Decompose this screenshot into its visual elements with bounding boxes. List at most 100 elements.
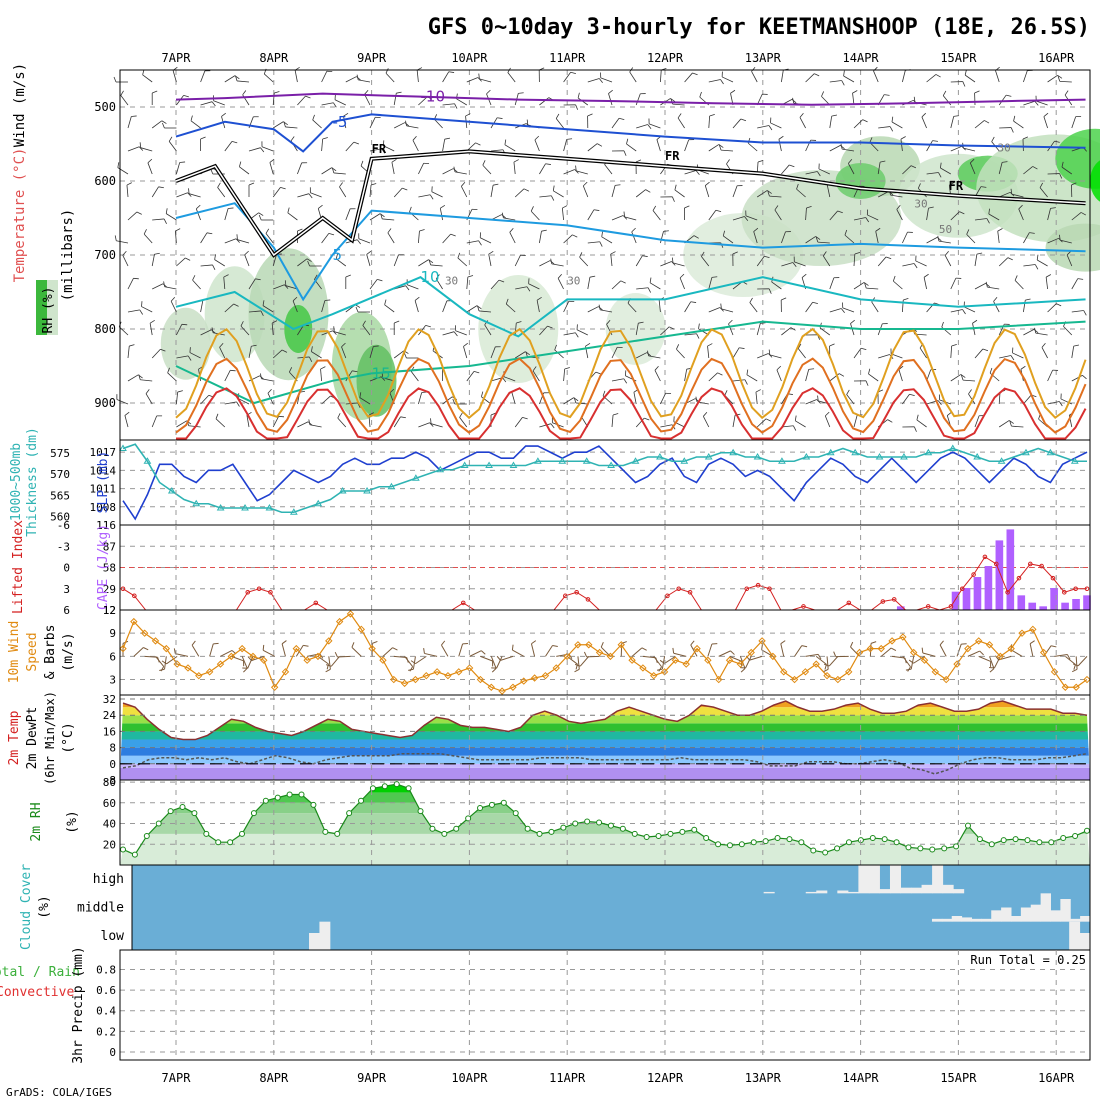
- surface-wind-shaft: [480, 655, 493, 662]
- lifted-index-marker: [132, 593, 137, 599]
- wind-barb-flag: [400, 416, 406, 419]
- lifted-index-marker: [1073, 586, 1078, 592]
- surface-wind-flag: [730, 650, 735, 655]
- surface-wind-flag: [1029, 640, 1035, 645]
- rh-marker: [500, 799, 507, 806]
- wind-barb-flag: [240, 321, 244, 327]
- wind-barb-shaft: [442, 103, 455, 106]
- wind-barb-shaft: [751, 71, 758, 83]
- surface-wind-shaft: [749, 655, 763, 661]
- wind-barb-flag: [409, 206, 412, 213]
- wind-tick-label: 9: [109, 627, 116, 640]
- ylabel-group: (millibars): [60, 209, 76, 302]
- surface-wind-flag: [491, 667, 497, 669]
- wind-barb: [369, 345, 379, 359]
- wind-barb-flag: [982, 348, 989, 352]
- wind-barb: [815, 236, 830, 244]
- wind-speed-marker: [552, 664, 560, 672]
- slp-tick-label: 1008: [90, 501, 117, 514]
- temperature-contour: [175, 113, 1086, 153]
- cloud-cover-cell: [941, 918, 953, 922]
- wind-barb-flag: [465, 113, 471, 117]
- wind-barb: [418, 162, 430, 175]
- surface-wind-shaft: [707, 643, 713, 657]
- wind-barb-flag: [698, 323, 700, 329]
- wind-barb-shaft: [656, 139, 661, 152]
- wind-barb-shaft: [826, 185, 831, 198]
- wind-barb-flag: [163, 218, 167, 224]
- wind-barb: [926, 172, 942, 178]
- wind-barb-flag: [843, 70, 845, 77]
- wind-barb-shaft: [192, 279, 201, 290]
- wind-barb-shaft: [455, 330, 467, 336]
- wind-barb-shaft: [926, 172, 939, 175]
- surface-wind-shaft: [155, 656, 165, 667]
- wind-barb-flag: [846, 389, 850, 395]
- wind-barb-shaft: [145, 393, 153, 405]
- wind-barb-flag: [593, 209, 600, 211]
- wind-barb: [466, 371, 480, 382]
- wind-barb: [829, 114, 838, 129]
- wind-barb-flag: [168, 136, 173, 142]
- wind-barb-shaft: [950, 374, 962, 382]
- wind-barb-shaft: [213, 100, 225, 106]
- wind-barb-flag: [671, 257, 674, 263]
- wind-barb: [974, 120, 990, 129]
- rh-shade-region: [605, 293, 666, 365]
- wind-barb-flag: [864, 282, 867, 289]
- wind-barb-shaft: [321, 330, 333, 336]
- wind-barb-flag: [564, 367, 570, 370]
- wind-barb: [950, 81, 966, 87]
- wind-barb-shaft: [878, 354, 890, 359]
- wind-barb: [676, 344, 685, 359]
- wind-barb-flag: [608, 89, 613, 94]
- wind-barb-flag: [528, 278, 530, 284]
- wind-barb-flag: [676, 344, 680, 350]
- wind-barb: [224, 401, 240, 407]
- wind-barb-flag: [477, 305, 480, 312]
- rh-marker: [941, 845, 948, 852]
- wind-barb-shaft: [974, 120, 985, 129]
- rh-marker: [262, 797, 269, 804]
- wind-barb: [555, 113, 564, 129]
- wind-barb-flag: [187, 192, 192, 197]
- wind-barb-shaft: [385, 72, 395, 83]
- wind-barb-shaft: [871, 301, 879, 313]
- wind-barb-flag: [356, 76, 361, 81]
- bottom-day-label: 13APR: [745, 1071, 782, 1085]
- wind-barb-flag: [152, 90, 158, 94]
- wind-barb-flag: [212, 264, 216, 270]
- wind-axis-label-1: 10m Wind: [7, 621, 22, 684]
- wind-barb-shaft: [393, 350, 405, 359]
- rh-marker: [453, 825, 460, 832]
- wind-barb: [170, 296, 177, 313]
- surface-wind-shaft: [1065, 655, 1076, 665]
- wind-barb-shaft: [224, 208, 229, 221]
- wind-barb-shaft: [345, 208, 351, 221]
- wind-barb-shaft: [310, 192, 322, 198]
- cloud-axis-label-group: Cloud Cover: [19, 864, 34, 950]
- wind-barb: [805, 73, 820, 83]
- wind-barb: [563, 300, 575, 313]
- wind-axis-label-1-group: 10m Wind: [7, 621, 22, 684]
- lifted-index-marker: [993, 561, 999, 567]
- surface-wind-barb: [295, 644, 309, 657]
- wind-barb-flag: [311, 346, 313, 352]
- wind-barb-shaft: [627, 302, 637, 313]
- wind-barb: [147, 158, 153, 175]
- wind-barb-flag: [1060, 393, 1062, 399]
- rh-marker: [548, 828, 555, 835]
- wind-barb-flag: [281, 349, 288, 353]
- thickness-marker: [680, 457, 689, 464]
- wind-barb: [999, 127, 1014, 133]
- wind-barb-shaft: [963, 306, 976, 313]
- top-day-label: 12APR: [647, 51, 684, 65]
- wind-barb-shaft: [575, 402, 588, 405]
- wind-barb-flag: [478, 240, 482, 246]
- wind-barb: [974, 252, 983, 267]
- surface-wind-flag: [908, 659, 914, 664]
- wind-barb: [481, 391, 492, 405]
- wind-barb-shaft: [974, 254, 978, 267]
- wind-barb-shaft: [974, 415, 980, 428]
- wind-speed-marker: [346, 610, 355, 618]
